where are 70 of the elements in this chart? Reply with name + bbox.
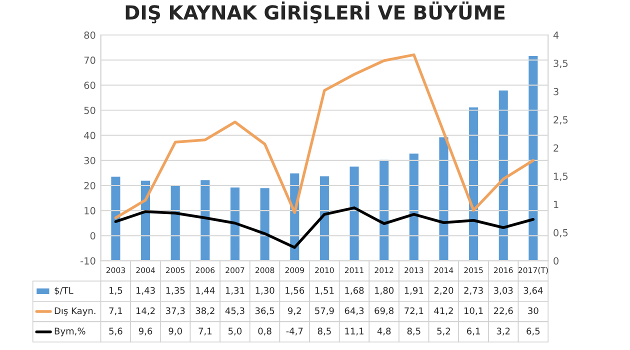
data-label: 3,2 <box>496 328 510 336</box>
data-label: 1,30 <box>256 287 274 295</box>
y-tick-label: 0 <box>90 232 96 240</box>
y-tick-label: 40 <box>84 132 96 140</box>
data-label: 9,2 <box>288 307 301 316</box>
data-label: 5,0 <box>228 328 242 336</box>
y-tick-label: 10 <box>84 207 96 214</box>
y-tick-label: 20 <box>84 182 96 190</box>
data-label: 30 <box>528 307 538 314</box>
data-label: 9,0 <box>168 328 182 336</box>
data-label: 2,73 <box>464 287 483 295</box>
data-label: 37,3 <box>166 307 185 316</box>
data-label: 38,2 <box>196 307 214 316</box>
data-label: 7,1 <box>198 328 212 336</box>
chart-title: DIŞ KAYNAK GİRİŞLERİ VE BÜYÜME <box>126 2 505 24</box>
y2-tick-label: 3 <box>554 88 558 96</box>
line-series <box>114 53 535 220</box>
line-series <box>114 206 535 249</box>
data-label: 2,20 <box>434 287 454 295</box>
data-label: 1,31 <box>226 287 244 295</box>
y2-tick-label: 3,5 <box>554 60 568 68</box>
data-label: 9,6 <box>138 328 152 336</box>
data-label: 0,8 <box>258 328 272 336</box>
y2-tick-label: 2 <box>554 144 558 152</box>
data-label: 1,35 <box>166 287 185 295</box>
y2-tick-label: 1 <box>554 200 558 208</box>
data-label: 3,64 <box>524 287 543 295</box>
data-label: 7,1 <box>109 307 122 316</box>
data-label: 1,68 <box>345 287 364 295</box>
y-tick-label: 80 <box>84 31 96 39</box>
data-label: 11,1 <box>345 328 364 336</box>
data-label: 1,56 <box>286 287 304 295</box>
data-label: 1,91 <box>404 287 424 295</box>
data-label: 64,3 <box>344 307 364 316</box>
data-label: 72,1 <box>404 307 424 316</box>
data-label: 36,5 <box>255 307 274 316</box>
data-label: 6,1 <box>467 328 480 336</box>
legend-label: Dış Kayn. <box>54 307 96 316</box>
data-label: 8,5 <box>318 328 331 336</box>
data-label: 10,1 <box>464 307 483 316</box>
y-tick-label: 70 <box>84 56 96 64</box>
legend-label: Bym,% <box>54 328 86 336</box>
data-label: 3,03 <box>494 287 513 295</box>
data-label: 22,6 <box>494 307 513 316</box>
y2-tick-label: 4 <box>553 32 559 39</box>
data-label: 8,5 <box>407 328 420 336</box>
data-label: 1,51 <box>315 287 334 295</box>
data-label: 5,6 <box>109 328 122 336</box>
y-tick-label: 50 <box>84 106 96 114</box>
data-label: 5,2 <box>437 328 450 336</box>
data-label: 6,5 <box>526 328 540 336</box>
data-label: 41,2 <box>434 307 453 316</box>
y2-tick-label: 2,5 <box>554 116 568 124</box>
data-label: 57,9 <box>315 307 334 316</box>
legend-label: $/TL <box>54 286 74 296</box>
y-tick-label: 30 <box>84 156 96 164</box>
y2-tick-label: 0 <box>554 257 558 265</box>
data-label: 4,8 <box>377 328 391 336</box>
data-label: 69,8 <box>374 307 394 316</box>
data-label: 1,5 <box>110 287 122 295</box>
y2-tick-label: 1,5 <box>554 172 568 181</box>
y2-tick-label: 0,5 <box>554 229 568 238</box>
data-label: 1,43 <box>136 287 155 295</box>
data-label: 1,80 <box>375 287 394 295</box>
data-label: 14,2 <box>136 307 155 316</box>
data-label: 45,3 <box>225 307 244 316</box>
data-label: 1,44 <box>196 287 215 295</box>
data-label: -4,7 <box>286 328 303 336</box>
y-tick-label: -10 <box>80 257 96 265</box>
y-tick-label: 60 <box>84 82 96 89</box>
